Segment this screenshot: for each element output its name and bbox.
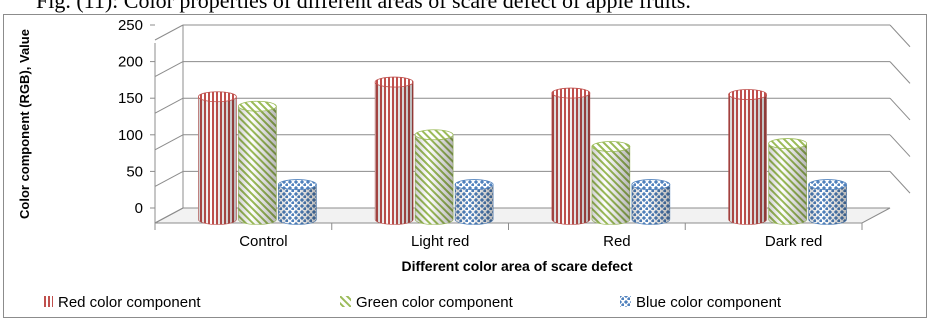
bar-shading <box>728 94 767 225</box>
bar-top <box>728 89 768 100</box>
legend-label: Red color component <box>58 294 201 311</box>
bar <box>197 91 237 225</box>
bar-top <box>237 100 277 112</box>
x-tick-label: Dark red <box>765 233 823 250</box>
bar-shading <box>278 184 317 225</box>
x-axis-label: Different color area of scare defect <box>401 258 632 274</box>
chart-border <box>3 14 927 318</box>
y-tick-label: 0 <box>135 200 143 217</box>
bar <box>414 129 454 225</box>
legend-label: Blue color component <box>636 294 782 311</box>
gridline-right <box>889 134 911 157</box>
gridline-right <box>889 61 911 84</box>
x-tick-label: Light red <box>411 233 469 250</box>
y-tick-label: 150 <box>118 90 143 107</box>
bar-shading <box>415 134 454 225</box>
bar-shading <box>768 143 807 225</box>
gridline-side <box>154 134 184 151</box>
bar-top <box>197 91 237 103</box>
bar-shading <box>591 146 630 225</box>
legend-item: Red color component <box>42 294 201 311</box>
bar-shading <box>551 93 590 225</box>
bar <box>768 138 808 225</box>
bar-top <box>551 87 591 99</box>
bar-shading <box>198 96 237 225</box>
bar-shading <box>808 184 847 225</box>
bar-shading <box>631 184 670 225</box>
gridline-right <box>889 24 911 48</box>
x-tick-label: Red <box>603 233 631 250</box>
bar <box>454 179 494 225</box>
legend-swatch <box>340 296 351 307</box>
gridline-side <box>154 97 184 114</box>
y-axis-label: Color component (RGB), Value <box>17 29 32 219</box>
bar-top <box>768 138 808 149</box>
gridline-side <box>154 61 184 78</box>
bar <box>631 179 671 225</box>
bar-top <box>374 76 414 88</box>
bar <box>728 89 768 225</box>
gridline-side <box>154 24 184 41</box>
bar-shading <box>238 106 277 225</box>
gridline-right <box>889 171 911 194</box>
legend-item: Green color component <box>340 294 514 311</box>
bar-top <box>631 179 671 190</box>
bar <box>237 100 277 225</box>
bar <box>551 87 591 225</box>
figure-caption: Fig. (11): Color properties of different… <box>36 0 691 13</box>
y-tick-label: 50 <box>126 163 143 180</box>
bar-shading <box>455 184 494 225</box>
bar-top <box>454 179 494 190</box>
gridline-right <box>889 97 911 121</box>
y-axis: 0 50 100 150 200 250 <box>118 17 155 217</box>
bar <box>374 76 414 225</box>
gridline-side <box>154 207 184 224</box>
bar <box>277 179 317 225</box>
plot-walls <box>154 24 911 224</box>
legend-label: Green color component <box>356 294 514 311</box>
bar-top <box>414 129 454 141</box>
x-axis: Control Light red Red Dark red <box>154 223 863 250</box>
bar-top <box>808 179 848 190</box>
bar-top <box>277 179 317 190</box>
bar-shading <box>375 82 414 225</box>
y-tick-label: 100 <box>118 127 143 144</box>
bar <box>808 179 848 225</box>
legend-swatch <box>620 296 631 307</box>
legend-item: Blue color component <box>620 294 782 311</box>
x-tick-label: Control <box>239 233 287 250</box>
y-tick-label: 250 <box>118 17 143 34</box>
legend-swatch <box>42 296 53 307</box>
gridline-side <box>154 170 184 187</box>
y-tick-label: 200 <box>118 54 143 71</box>
bar-top <box>591 141 631 152</box>
bar <box>591 141 631 225</box>
bars <box>197 76 848 225</box>
legend: Red color component Green color component… <box>42 294 782 311</box>
